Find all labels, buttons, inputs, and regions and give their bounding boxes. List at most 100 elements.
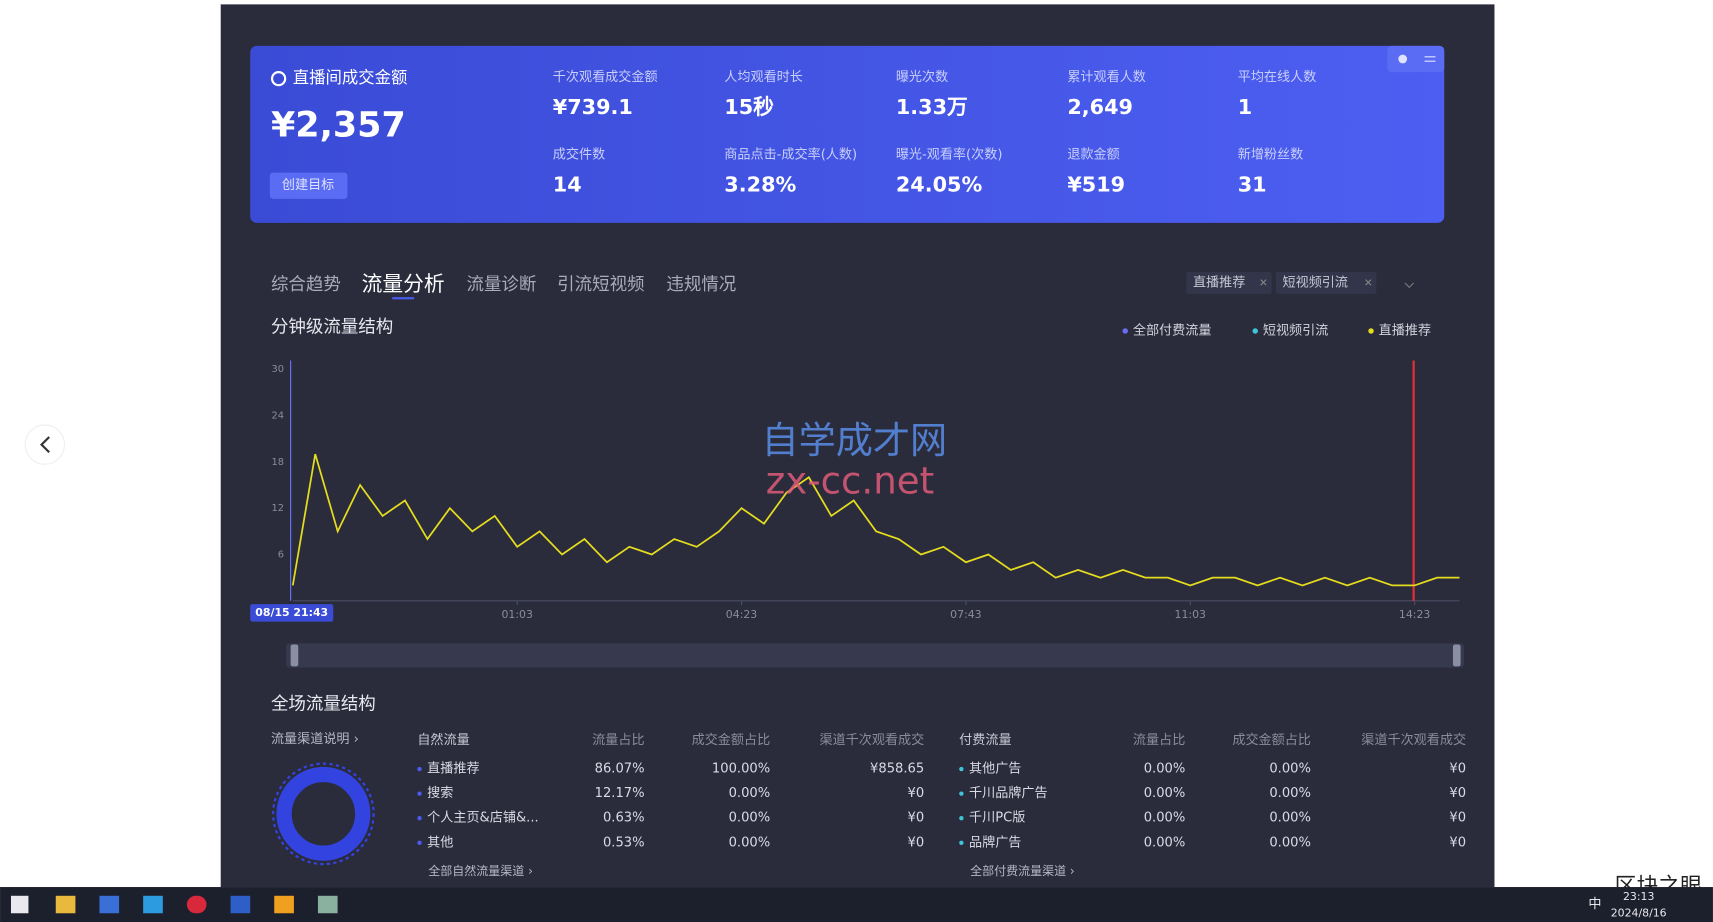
table-cell: 0.00% bbox=[1144, 786, 1186, 801]
tab-underline bbox=[392, 297, 415, 300]
structure-link[interactable]: 流量渠道说明 › bbox=[271, 731, 359, 747]
table-cell: 其他 bbox=[427, 834, 453, 850]
table-header: 成交金额占比 bbox=[692, 731, 771, 748]
filter-label: 短视频引流 bbox=[1283, 274, 1348, 290]
table-cell: 0.00% bbox=[1269, 762, 1311, 777]
metric-value: 14 bbox=[553, 173, 582, 197]
filter-close bbox=[1365, 279, 1372, 286]
summary-icon bbox=[270, 71, 287, 87]
x-tick-label: 07:43 bbox=[950, 608, 981, 621]
app-icon[interactable] bbox=[230, 895, 251, 914]
y-tick-label: 6 bbox=[278, 550, 284, 561]
filter-chip[interactable] bbox=[1186, 272, 1272, 294]
clock-date: 2024/8/16 bbox=[1611, 906, 1667, 919]
table-cell: 0.00% bbox=[1144, 811, 1186, 826]
tab[interactable]: 违规情况 bbox=[666, 275, 736, 295]
clock-time: 23:13 bbox=[1623, 890, 1654, 903]
table-cell: ¥858.65 bbox=[870, 762, 924, 777]
table-cell: 直播推荐 bbox=[427, 761, 479, 777]
app-icon[interactable] bbox=[143, 895, 163, 914]
table-header: 成交金额占比 bbox=[1232, 731, 1311, 748]
table-cell: 千川PC版 bbox=[969, 810, 1025, 826]
legend-dot bbox=[1252, 328, 1258, 334]
back-arrow bbox=[40, 436, 50, 454]
y-tick-label: 12 bbox=[272, 503, 285, 514]
table-cell: ¥0 bbox=[908, 786, 925, 801]
table-cell: 0.00% bbox=[1269, 786, 1311, 801]
table-header: 渠道千次观看成交 bbox=[819, 731, 924, 748]
create-goal-button[interactable] bbox=[269, 172, 348, 199]
table-cell: 个人主页&店铺&... bbox=[427, 810, 538, 826]
app-icon[interactable] bbox=[99, 895, 120, 914]
chart-title: 分钟级流量结构 bbox=[271, 318, 393, 338]
table-cell: 86.07% bbox=[595, 762, 645, 777]
x-tick-label: 08/15 21:43 bbox=[255, 606, 328, 619]
taskbar bbox=[0, 887, 1713, 922]
metric-label: 千次观看成交金额 bbox=[553, 68, 658, 85]
tab[interactable]: 综合趋势 bbox=[271, 275, 341, 295]
start-button[interactable] bbox=[10, 895, 29, 914]
tab[interactable]: 流量分析 bbox=[362, 272, 445, 296]
metric-label: 退款金额 bbox=[1067, 147, 1119, 163]
settings-icon[interactable] bbox=[1398, 54, 1408, 64]
watermark-text: 自学成才网 bbox=[761, 419, 947, 462]
metric-value: 31 bbox=[1238, 173, 1267, 197]
table-cell: ¥0 bbox=[1449, 835, 1466, 850]
legend-dot bbox=[1122, 328, 1128, 334]
metric-value: 1 bbox=[1238, 95, 1252, 119]
swap-icon[interactable] bbox=[1424, 56, 1436, 62]
table-cell: ¥0 bbox=[1449, 811, 1466, 826]
app-icon[interactable] bbox=[186, 895, 207, 914]
watermark-text: zx-cc.net bbox=[766, 459, 934, 502]
create-goal-label: 创建目标 bbox=[282, 177, 334, 193]
metric-value: ¥739.1 bbox=[553, 95, 633, 119]
table-header: 自然流量 bbox=[417, 731, 469, 748]
tab[interactable]: 流量诊断 bbox=[467, 275, 537, 295]
metric-label: 新增粉丝数 bbox=[1238, 147, 1303, 163]
table-footer-link[interactable]: 全部付费流量渠道 › bbox=[970, 863, 1075, 878]
chart: 全部付费流量 短视频引流 直播推荐 6 12 18 24 30 08/15 21:43 01:03… bbox=[250, 322, 1460, 622]
filter-chip[interactable] bbox=[1275, 272, 1377, 294]
legend-label[interactable]: 短视频引流 bbox=[1263, 323, 1328, 339]
metric-label: 累计观看人数 bbox=[1067, 69, 1146, 85]
traffic-donut-ring bbox=[272, 762, 375, 866]
metric-value: 2,649 bbox=[1067, 95, 1133, 119]
table-cell: ¥0 bbox=[908, 811, 925, 826]
range-slider[interactable] bbox=[286, 643, 1464, 668]
card-tools[interactable] bbox=[1387, 45, 1445, 73]
legend-label[interactable]: 直播推荐 bbox=[1379, 323, 1431, 339]
table-footer-link[interactable]: 全部自然流量渠道 › bbox=[428, 863, 533, 878]
row-dot bbox=[959, 766, 964, 772]
range-handle-end[interactable] bbox=[1452, 644, 1461, 667]
app-icon[interactable] bbox=[55, 895, 76, 914]
filters: 直播推荐 短视频引流 bbox=[1186, 272, 1377, 294]
legend-label[interactable]: 全部付费流量 bbox=[1133, 322, 1212, 339]
back-button[interactable] bbox=[24, 424, 66, 465]
row-dot bbox=[959, 816, 964, 821]
table-header: 付费流量 bbox=[959, 732, 1011, 748]
table-cell: 0.63% bbox=[603, 811, 645, 826]
tab[interactable]: 引流短视频 bbox=[557, 275, 644, 295]
table-cell: 12.17% bbox=[595, 786, 645, 801]
table-header: 渠道千次观看成交 bbox=[1361, 731, 1466, 748]
taskbar-icons bbox=[10, 895, 338, 914]
ime-indicator[interactable]: 中 bbox=[1588, 896, 1601, 912]
app-icon[interactable] bbox=[317, 895, 338, 914]
table-cell: 0.00% bbox=[1269, 811, 1311, 826]
metric-label: 曝光次数 bbox=[896, 69, 948, 85]
start-time-badge bbox=[250, 604, 334, 622]
app-icon[interactable] bbox=[274, 895, 294, 914]
filter-close bbox=[1260, 279, 1267, 286]
filter-label: 直播推荐 bbox=[1193, 274, 1245, 290]
structure-title: 全场流量结构 bbox=[271, 695, 376, 715]
table-cell: 100.00% bbox=[712, 762, 770, 777]
metric-value: ¥519 bbox=[1067, 173, 1125, 197]
table-cell: 搜索 bbox=[427, 785, 453, 801]
range-handle-start[interactable] bbox=[290, 644, 299, 667]
metric-value: 3.28% bbox=[724, 173, 796, 197]
traffic-donut bbox=[276, 766, 371, 861]
filter-dropdown[interactable] bbox=[1404, 282, 1415, 289]
summary-value: ¥2,357 bbox=[271, 106, 406, 146]
